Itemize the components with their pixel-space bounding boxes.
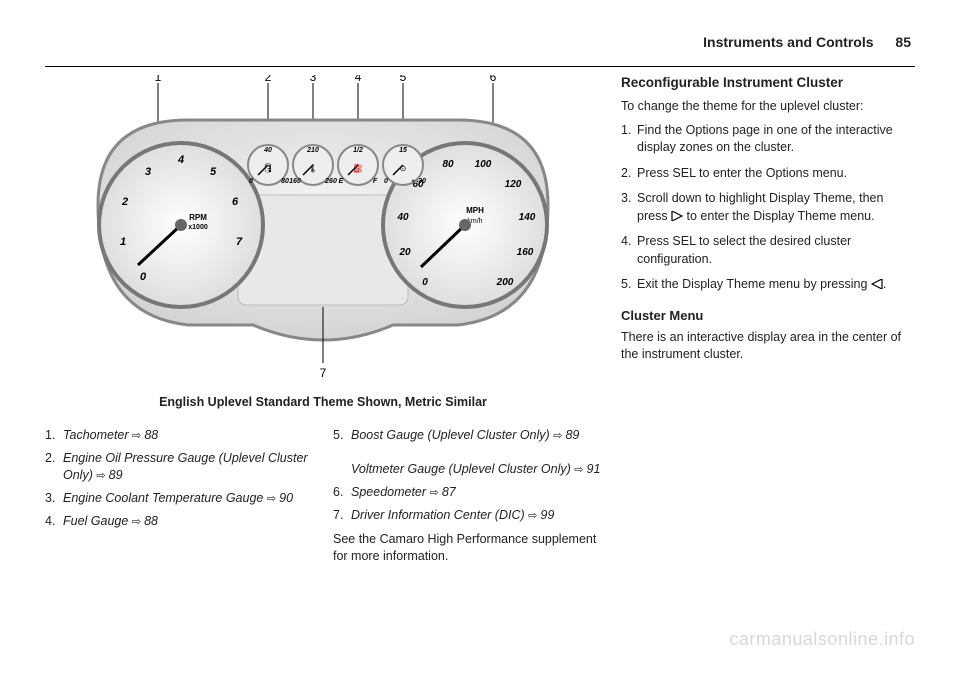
section-heading: Reconfigurable Instrument Cluster [621, 75, 911, 90]
svg-text:0: 0 [422, 277, 428, 288]
svg-text:6: 6 [232, 196, 239, 208]
svg-text:RPM: RPM [189, 213, 207, 222]
svg-text:MPH: MPH [466, 206, 484, 215]
subsection-heading: Cluster Menu [621, 308, 911, 323]
svg-text:40: 40 [396, 212, 409, 223]
svg-text:1/2: 1/2 [353, 147, 363, 154]
svg-text:2: 2 [121, 196, 128, 208]
svg-text:0: 0 [249, 178, 253, 185]
svg-text:3: 3 [145, 166, 151, 178]
svg-text:4: 4 [177, 154, 184, 166]
intro-text: To change the theme for the uplevel clus… [621, 98, 911, 116]
svg-text:200: 200 [496, 277, 514, 288]
legend-item: 2.Engine Oil Pressure Gauge (Uplevel Clu… [45, 450, 313, 484]
instrument-cluster-svg: 1 2 3 4 5 6 [63, 75, 583, 385]
svg-text:20: 20 [398, 247, 411, 258]
legend-note: See the Camaro High Performance suppleme… [333, 531, 601, 565]
step-item: 5. Exit the Display Theme menu by pressi… [621, 276, 911, 294]
step-item: 1.Find the Options page in one of the in… [621, 122, 911, 157]
legend-item: 1.Tachometer 88 [45, 427, 313, 444]
svg-text:160: 160 [517, 247, 534, 258]
svg-text:160: 160 [289, 178, 301, 185]
svg-text:4: 4 [355, 75, 362, 84]
left-arrow-icon [871, 279, 883, 289]
step-item: 2.Press SEL to enter the Options menu. [621, 165, 911, 183]
svg-text:6: 6 [490, 75, 497, 84]
watermark: carmanualsonline.info [729, 629, 915, 650]
svg-text:3: 3 [310, 75, 317, 84]
figure-caption: English Uplevel Standard Theme Shown, Me… [45, 395, 601, 409]
svg-text:30: 30 [418, 178, 426, 185]
svg-text:5: 5 [210, 166, 217, 178]
svg-text:7: 7 [236, 236, 243, 248]
svg-text:+: + [411, 179, 415, 185]
svg-text:210: 210 [306, 147, 319, 154]
svg-text:7: 7 [320, 366, 327, 380]
svg-text:0: 0 [384, 178, 388, 185]
svg-text:80: 80 [281, 178, 289, 185]
svg-text:100: 100 [475, 159, 492, 170]
step-item: 4.Press SEL to select the desired cluste… [621, 233, 911, 268]
body-text: There is an interactive display area in … [621, 329, 911, 364]
legend-item: 3.Engine Coolant Temperature Gauge 90 [45, 490, 313, 507]
section-title: Instruments and Controls [703, 34, 873, 50]
header-rule [45, 66, 915, 67]
svg-text:80: 80 [442, 159, 454, 170]
svg-text:0: 0 [140, 271, 147, 283]
svg-text:1: 1 [120, 236, 126, 248]
svg-text:120: 120 [505, 179, 522, 190]
svg-text:2: 2 [265, 75, 272, 84]
page-number: 85 [895, 34, 911, 50]
svg-text:1: 1 [155, 75, 162, 84]
svg-text:E: E [339, 178, 344, 185]
svg-text:F: F [373, 178, 378, 185]
cluster-figure: 1 2 3 4 5 6 [45, 75, 601, 409]
right-arrow-icon [671, 211, 683, 221]
step-item: 3. Scroll down to highlight Display Them… [621, 190, 911, 225]
callout-legend: 1.Tachometer 88 2.Engine Oil Pressure Ga… [45, 427, 601, 565]
legend-item: 6.Speedometer 87 [333, 484, 601, 501]
svg-text:260: 260 [324, 178, 337, 185]
legend-item: 7.Driver Information Center (DIC) 99 [333, 507, 601, 524]
svg-text:5: 5 [400, 75, 407, 84]
svg-text:40: 40 [263, 147, 272, 154]
page-header: Instruments and Controls 85 [45, 34, 915, 50]
svg-text:15: 15 [399, 147, 407, 154]
svg-text:x1000: x1000 [188, 224, 208, 231]
legend-item: 5. Boost Gauge (Uplevel Cluster Only) 89… [333, 427, 601, 478]
legend-item: 4.Fuel Gauge 88 [45, 513, 313, 530]
svg-text:140: 140 [519, 212, 536, 223]
